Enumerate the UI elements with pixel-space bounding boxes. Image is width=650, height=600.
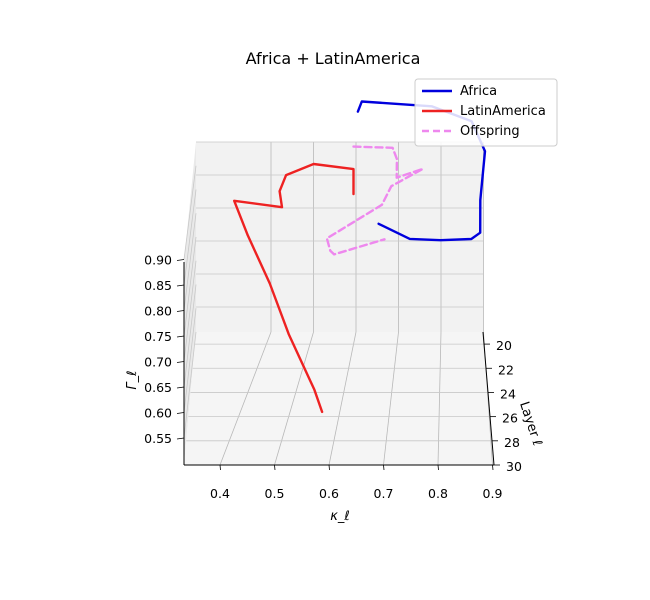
z-tick-mark-3 <box>176 361 185 363</box>
z-tick-label-1: 0.60 <box>144 406 172 421</box>
floor-grid-x-3 <box>383 331 399 466</box>
wall-grid-z-6 <box>183 189 197 286</box>
floor-grid-x-0 <box>219 331 272 466</box>
x-tick-mark-4 <box>437 464 439 471</box>
wall-grid-z-1 <box>183 308 197 413</box>
z-tick-mark-4 <box>176 335 185 338</box>
x-tick-mark-3 <box>383 464 385 471</box>
x-tick-label-0: 0.4 <box>210 486 230 501</box>
x-tick-label-2: 0.6 <box>319 486 339 501</box>
z-tick-mark-6 <box>176 284 185 287</box>
z-tick-label-4: 0.75 <box>144 329 172 344</box>
panes <box>184 142 494 465</box>
x-axis-label: κ_ℓ <box>330 509 350 524</box>
wall-grid-z-3 <box>183 260 197 362</box>
x-tick-mark-0 <box>219 464 221 471</box>
x-tick-mark-1 <box>274 464 276 471</box>
legend-label-offspring: Offspring <box>460 124 520 139</box>
x-tick-label-4: 0.8 <box>428 486 448 501</box>
y-tick-label-5: 30 <box>506 459 522 474</box>
y-axis-line <box>482 331 495 466</box>
axes <box>176 259 500 471</box>
z-tick-label-7: 0.90 <box>144 253 172 268</box>
legend-label-africa: Africa <box>460 84 497 99</box>
z-tick-label-3: 0.70 <box>144 355 172 370</box>
z-tick-mark-7 <box>176 259 185 261</box>
wall-grid-z-5 <box>183 213 197 311</box>
data-series <box>233 100 487 414</box>
z-axis-label: Γ_ℓ <box>125 370 140 389</box>
y-tick-label-1: 22 <box>498 362 514 377</box>
wall-grid-z-7 <box>183 165 197 260</box>
y-tick-label-2: 24 <box>500 386 516 401</box>
floor-grid-x-2 <box>328 331 357 466</box>
chart-title: Africa + LatinAmerica <box>246 49 421 68</box>
z-tick-mark-1 <box>176 412 185 414</box>
series-line-africa <box>356 100 487 242</box>
floor-pane <box>184 332 494 465</box>
z-tick-label-6: 0.85 <box>144 278 172 293</box>
x-tick-label-3: 0.7 <box>374 486 394 501</box>
y-axis-label: Layer ℓ <box>516 400 544 448</box>
legend-frame <box>414 78 558 147</box>
series-line-offspring <box>325 145 425 256</box>
z-tick-mark-0 <box>176 437 185 440</box>
z-tick-mark-5 <box>176 310 185 312</box>
legend: Africa LatinAmerica Offspring <box>414 78 558 147</box>
wall-grid-z-0 <box>183 331 197 439</box>
y-tick-label-0: 20 <box>496 338 512 353</box>
x-tick-mark-5 <box>492 464 494 471</box>
wall-grid-z-2 <box>183 284 197 388</box>
x-tick-label-1: 0.5 <box>265 486 285 501</box>
floor-grid-x-1 <box>274 331 314 466</box>
z-tick-label-5: 0.80 <box>144 304 172 319</box>
wall-grid-z-4 <box>183 236 197 337</box>
legend-label-latinamerica: LatinAmerica <box>460 104 546 119</box>
x-tick-mark-2 <box>328 464 330 471</box>
floor-grid-x-4 <box>437 331 442 466</box>
tick-labels: 0.4 0.5 0.6 0.7 0.8 0.9 20 22 24 26 28 30 0.55 0.60 0.… <box>144 253 522 502</box>
y-tick-label-4: 28 <box>504 435 520 450</box>
x-tick-label-5: 0.9 <box>483 486 503 501</box>
gridlines <box>183 141 494 466</box>
z-tick-label-2: 0.65 <box>144 380 172 395</box>
z-tick-label-0: 0.55 <box>144 431 172 446</box>
y-tick-label-3: 26 <box>502 411 518 426</box>
series-line-latinamerica <box>233 162 355 414</box>
back-pane <box>196 142 483 332</box>
z-tick-mark-2 <box>176 386 185 389</box>
